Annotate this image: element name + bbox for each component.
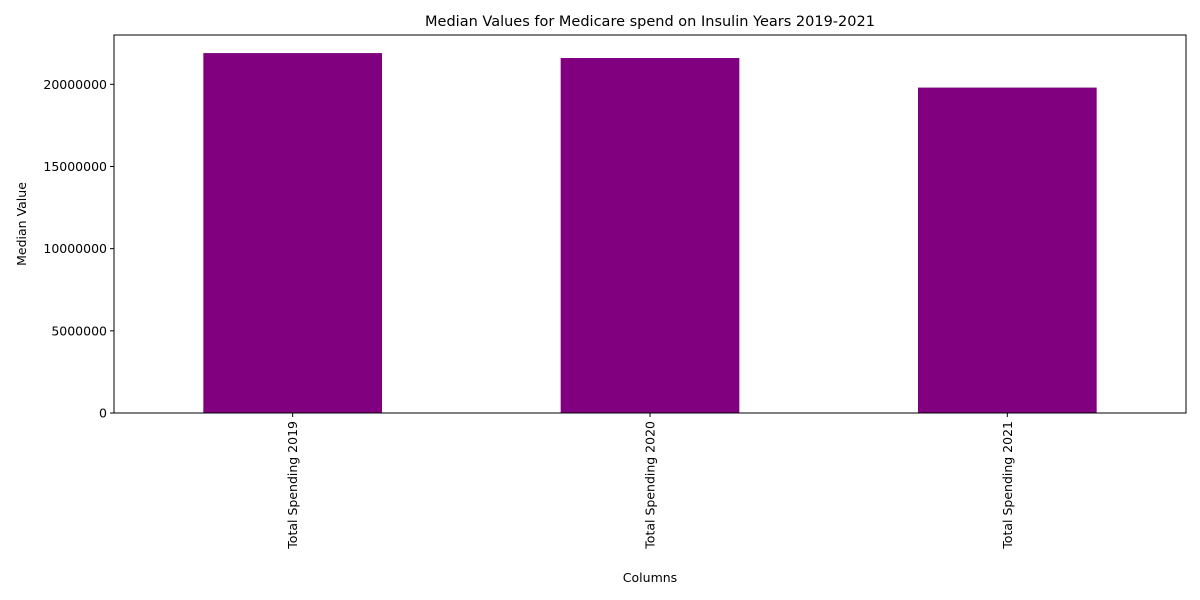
y-tick-label: 10000000: [43, 241, 107, 256]
bar-3: [918, 87, 1097, 413]
x-axis-ticks: Total Spending 2019 Total Spending 2020 To…: [285, 413, 1015, 550]
y-tick-label: 5000000: [51, 323, 107, 338]
x-tick-label: Total Spending 2019: [285, 421, 300, 550]
y-tick-label: 15000000: [43, 159, 107, 174]
bar-1: [203, 53, 382, 413]
x-tick-label: Total Spending 2020: [643, 421, 658, 550]
x-tick-label: Total Spending 2021: [1000, 421, 1015, 550]
x-axis-label: Columns: [623, 570, 677, 585]
bar-2: [560, 58, 740, 413]
y-axis-ticks: 0 5000000 10000000 15000000 20000000: [43, 77, 114, 421]
bars: [203, 53, 1097, 413]
y-tick-label: 20000000: [43, 77, 107, 92]
y-tick-label: 0: [99, 406, 107, 421]
chart-title: Median Values for Medicare spend on Insu…: [425, 14, 875, 30]
plot-frame: [113, 34, 1187, 414]
y-axis-label: Median Value: [14, 182, 29, 266]
